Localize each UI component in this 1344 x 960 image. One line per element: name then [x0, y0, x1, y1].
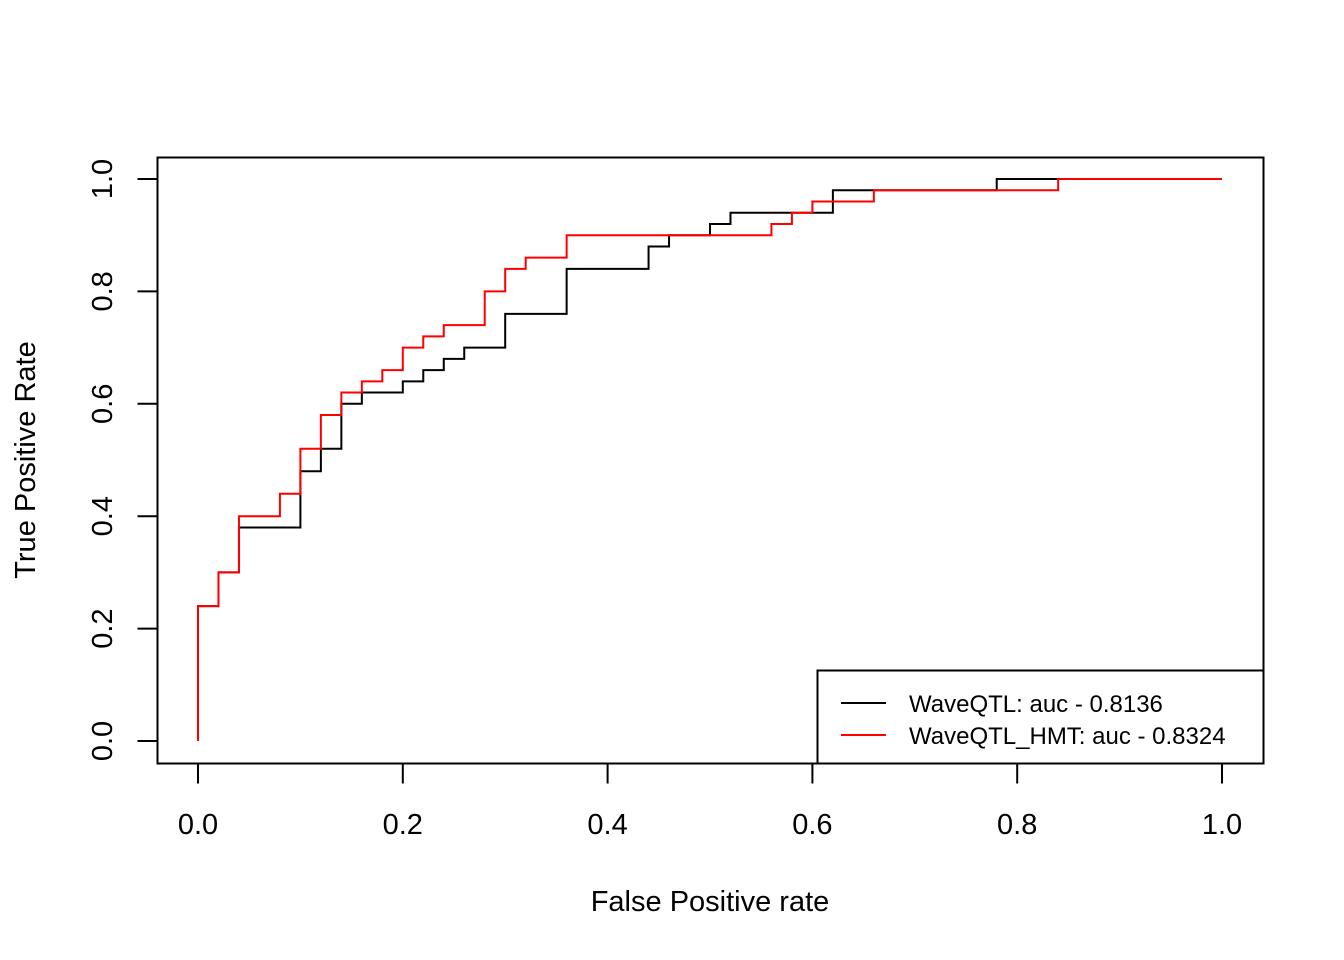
legend-frame: [816, 669, 1265, 765]
series-layer: [197, 178, 1222, 741]
x-tick-label: 1.0: [1202, 809, 1242, 841]
x-tick-label: 0.6: [792, 809, 832, 841]
series-line-waveqtl: [197, 178, 1222, 741]
series-line-waveqtl-hmt: [197, 178, 1222, 741]
x-tick-label: 0.8: [997, 809, 1037, 841]
legend: WaveQTL: auc - 0.8136 WaveQTL_HMT: auc -…: [816, 669, 1265, 765]
y-tick-label: 0.8: [87, 271, 119, 311]
x-axis: 0.0 0.2 0.4 0.6 0.8 1.0: [178, 762, 1242, 841]
y-tick-label: 1.0: [87, 159, 119, 199]
y-tick-label: 0.4: [87, 496, 119, 536]
x-tick-label: 0.2: [383, 809, 423, 841]
x-axis-label: False Positive rate: [591, 886, 830, 918]
x-tick-label: 0.0: [178, 809, 218, 841]
legend-label-waveqtl-hmt: WaveQTL_HMT: auc - 0.8324: [909, 723, 1226, 750]
y-axis: 0.0 0.2 0.4 0.6 0.8 1.0: [87, 159, 159, 761]
y-tick-label: 0.2: [87, 608, 119, 648]
y-tick-label: 0.0: [87, 721, 119, 761]
y-axis-label: True Positive Rate: [10, 341, 42, 578]
y-tick-label: 0.6: [87, 384, 119, 424]
legend-label-waveqtl: WaveQTL: auc - 0.8136: [909, 691, 1163, 718]
x-tick-label: 0.4: [587, 809, 627, 841]
